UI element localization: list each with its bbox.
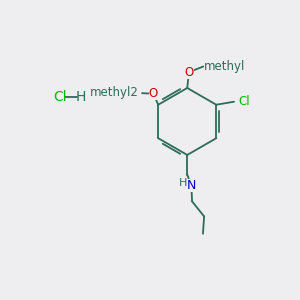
Text: Cl: Cl <box>238 95 250 108</box>
Text: methyl2: methyl2 <box>90 86 139 99</box>
Text: O: O <box>184 66 194 79</box>
Text: H: H <box>75 90 86 104</box>
Text: N: N <box>187 179 196 192</box>
Text: O: O <box>148 87 158 100</box>
Text: methyl: methyl <box>204 60 246 73</box>
Text: H: H <box>178 178 187 188</box>
Text: Cl: Cl <box>53 90 67 104</box>
